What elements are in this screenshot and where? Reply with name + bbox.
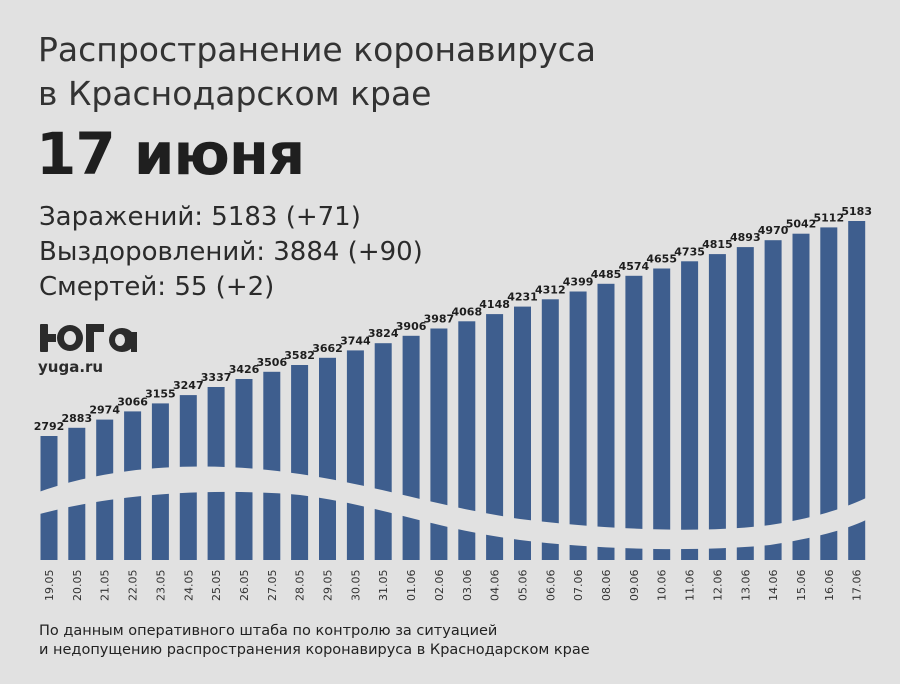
bar-31.05: [374, 343, 392, 560]
x-tick-09.06: 09.06: [628, 570, 641, 602]
source-line-2: и недопущению распространения коронавиру…: [39, 642, 590, 658]
bar-28.05: [291, 365, 309, 560]
data-label-21.05: 2974: [89, 404, 120, 417]
bar-10.06: [653, 268, 671, 560]
data-label-25.05: 3337: [201, 371, 232, 384]
x-tick-12.06: 12.06: [711, 570, 724, 602]
source-line-1: По данным оперативного штаба по контролю…: [39, 623, 498, 639]
title-line-1: Распространение коронавируса: [38, 30, 597, 69]
bar-14.06: [764, 240, 782, 560]
bar-09.06: [625, 275, 643, 560]
data-label-19.05: 2792: [34, 420, 65, 433]
x-tick-03.06: 03.06: [461, 570, 474, 602]
x-tick-02.06: 02.06: [433, 570, 446, 602]
x-tick-14.06: 14.06: [767, 570, 780, 602]
data-label-07.06: 4399: [563, 276, 594, 289]
data-label-12.06: 4815: [702, 238, 733, 251]
x-tick-29.05: 29.05: [322, 570, 335, 602]
bar-03.06: [458, 321, 476, 560]
data-label-26.05: 3426: [229, 363, 260, 376]
data-label-22.05: 3066: [117, 395, 148, 408]
bar-06.06: [541, 299, 559, 560]
data-label-06.06: 4312: [535, 283, 566, 296]
data-label-15.06: 5042: [786, 218, 817, 231]
x-tick-22.05: 22.05: [127, 570, 140, 602]
x-tick-08.06: 08.06: [600, 570, 613, 602]
x-tick-07.06: 07.06: [572, 570, 585, 602]
bar-01.06: [402, 335, 420, 560]
x-tick-06.06: 06.06: [544, 570, 557, 602]
data-label-23.05: 3155: [145, 387, 176, 400]
data-label-08.06: 4485: [591, 268, 622, 281]
x-tick-04.06: 04.06: [489, 570, 502, 602]
stat-deaths: Смертей: 55 (+2): [39, 272, 275, 302]
decorative-wave: [36, 466, 866, 550]
stat-infections: Заражений: 5183 (+71): [39, 202, 361, 232]
data-label-14.06: 4970: [758, 224, 789, 237]
data-label-04.06: 4148: [479, 298, 510, 311]
source-note: По данным оперативного штаба по контролю…: [39, 622, 590, 660]
page-title: Распространение коронавируса в Краснодар…: [38, 28, 798, 116]
data-label-13.06: 4893: [730, 231, 761, 244]
yuga-logo: [40, 324, 137, 352]
bar-30.05: [346, 350, 364, 560]
x-tick-20.05: 20.05: [71, 570, 84, 602]
x-tick-21.05: 21.05: [99, 570, 112, 602]
data-label-02.06: 3987: [424, 313, 455, 326]
data-label-28.05: 3582: [284, 349, 315, 362]
x-tick-23.05: 23.05: [154, 570, 167, 602]
bar-17.06: [848, 221, 866, 560]
bar-12.06: [708, 254, 726, 560]
x-tick-13.06: 13.06: [739, 570, 752, 602]
x-tick-30.05: 30.05: [349, 570, 362, 602]
stats-block: Заражений: 5183 (+71) Выздоровлений: 388…: [39, 200, 423, 305]
x-tick-25.05: 25.05: [210, 570, 223, 602]
x-tick-16.06: 16.06: [823, 570, 836, 602]
x-tick-05.06: 05.06: [517, 570, 530, 602]
data-label-09.06: 4574: [619, 260, 650, 273]
data-label-03.06: 4068: [451, 305, 482, 318]
x-tick-19.05: 19.05: [43, 570, 56, 602]
bar-11.06: [681, 261, 699, 560]
x-tick-11.06: 11.06: [684, 570, 697, 602]
x-tick-17.06: 17.06: [851, 570, 864, 602]
data-label-11.06: 4735: [674, 245, 705, 258]
x-tick-26.05: 26.05: [238, 570, 251, 602]
x-tick-31.05: 31.05: [377, 570, 390, 602]
x-tick-15.06: 15.06: [795, 570, 808, 602]
bar-02.06: [430, 328, 448, 560]
data-label-01.06: 3906: [396, 320, 427, 333]
report-date: 17 июня: [36, 120, 305, 188]
bar-05.06: [514, 306, 531, 560]
data-label-29.05: 3662: [312, 342, 343, 355]
data-label-05.06: 4231: [507, 291, 538, 304]
bar-13.06: [736, 247, 754, 560]
title-line-2: в Краснодарском крае: [38, 74, 432, 113]
data-label-17.06: 5183: [841, 205, 872, 218]
x-tick-labels: 19.05 20.05 21.05 22.05 23.05 24.05 25.05 26.05…: [43, 570, 864, 602]
bar-08.06: [597, 283, 615, 560]
data-label-31.05: 3824: [368, 327, 399, 340]
bar-16.06: [820, 227, 838, 560]
data-label-27.05: 3506: [256, 356, 287, 369]
x-tick-01.06: 01.06: [405, 570, 418, 602]
data-label-10.06: 4655: [646, 253, 677, 266]
x-tick-24.05: 24.05: [182, 570, 195, 602]
data-label-16.06: 5112: [813, 211, 844, 224]
data-labels: 2792288329743066315532473337342635063582…: [34, 205, 872, 433]
bar-15.06: [792, 233, 810, 560]
bar-27.05: [263, 371, 281, 560]
data-label-30.05: 3744: [340, 334, 371, 347]
x-tick-27.05: 27.05: [266, 570, 279, 602]
x-tick-10.06: 10.06: [656, 570, 669, 602]
x-tick-28.05: 28.05: [294, 570, 307, 602]
bar-07.06: [569, 291, 587, 560]
bar-04.06: [486, 314, 504, 560]
logo-site: yuga.ru: [38, 358, 104, 376]
stat-recoveries: Выздоровлений: 3884 (+90): [39, 237, 423, 267]
bar-29.05: [319, 357, 336, 560]
data-label-20.05: 2883: [61, 412, 92, 425]
data-label-24.05: 3247: [173, 379, 204, 392]
